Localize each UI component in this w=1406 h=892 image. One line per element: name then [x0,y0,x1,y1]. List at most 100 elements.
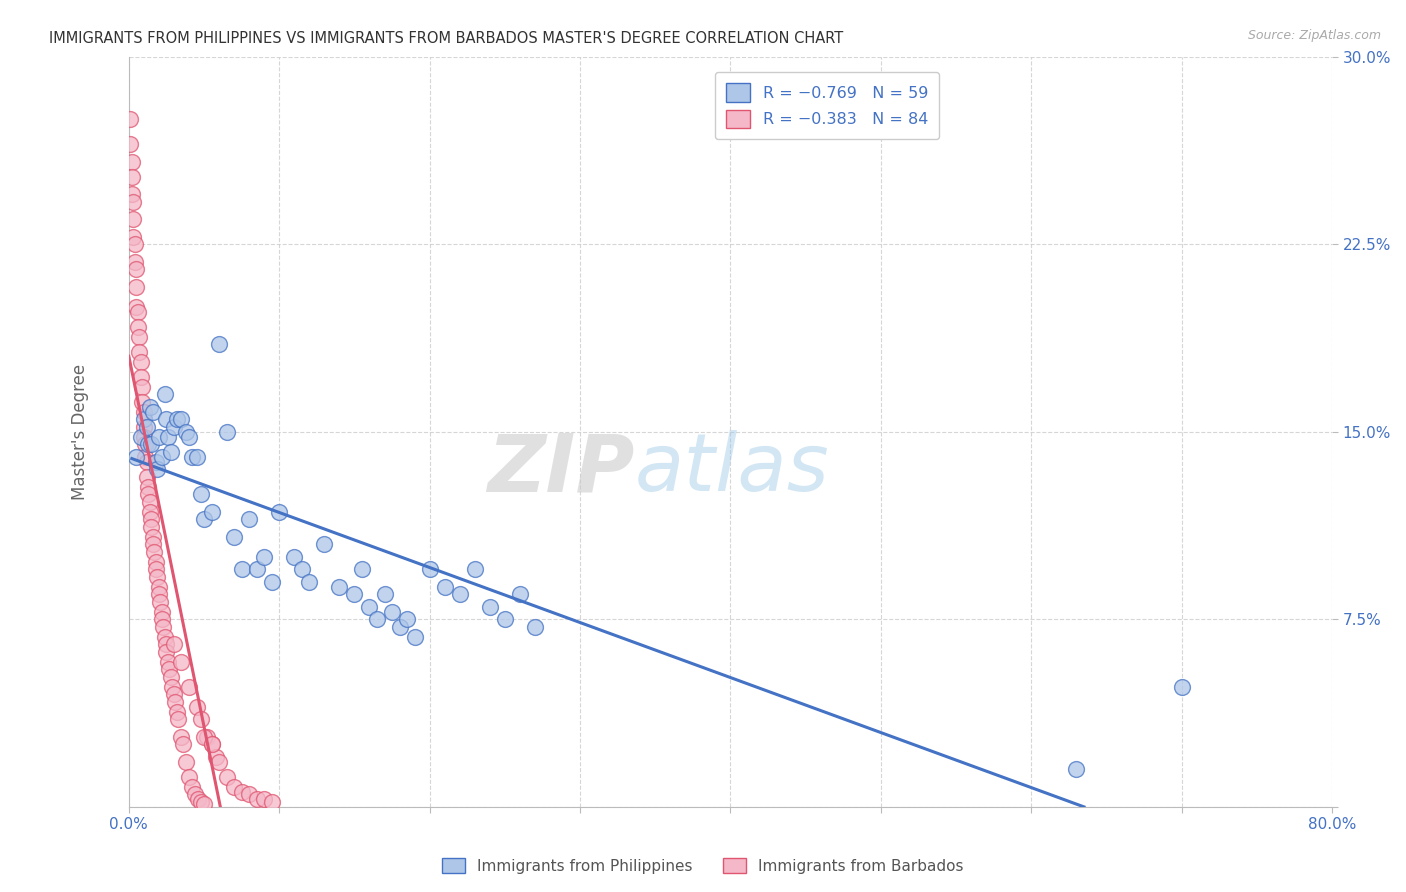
Point [215,770,238,784]
Point [200,738,222,752]
Point [135,470,157,484]
Point [200,738,222,752]
Point [174,755,197,769]
Point [381,605,404,619]
Point [181,780,204,794]
Point [132,430,155,444]
Point [328,580,350,594]
Point [138,487,160,501]
Point [120,112,142,127]
Point [166,412,188,426]
Point [153,630,176,644]
Point [174,425,197,439]
Point [388,620,411,634]
Point [135,455,157,469]
Point [343,587,366,601]
Point [253,792,276,806]
Point [145,562,167,576]
Point [125,262,148,277]
Point [396,612,419,626]
Point [148,580,170,594]
Point [186,450,208,464]
Legend: Immigrants from Philippines, Immigrants from Barbados: Immigrants from Philippines, Immigrants … [436,852,970,880]
Point [125,300,148,314]
Point [1170,680,1192,694]
Point [125,450,148,464]
Text: atlas: atlas [634,430,830,508]
Point [139,505,162,519]
Point [134,450,156,464]
Point [314,537,336,551]
Point [205,750,228,764]
Point [193,512,215,526]
Point [246,562,269,576]
Point [350,562,373,576]
Point [419,562,441,576]
Point [145,555,167,569]
Point [142,405,165,419]
Point [449,587,471,601]
Point [404,630,426,644]
Point [170,730,193,744]
Point [129,430,152,444]
Point [153,387,176,401]
Point [181,450,204,464]
Point [291,562,314,576]
Point [132,405,155,419]
Point [128,344,150,359]
Point [135,420,157,434]
Point [269,505,291,519]
Point [150,450,173,464]
Point [160,445,183,459]
Point [177,770,200,784]
Point [160,670,183,684]
Point [215,425,238,439]
Point [127,319,149,334]
Point [238,788,260,802]
Point [187,792,209,806]
Point [193,730,215,744]
Point [167,713,190,727]
Point [359,599,381,614]
Point [159,662,181,676]
Point [143,545,166,559]
Point [145,455,167,469]
Point [366,612,388,626]
Point [298,574,321,589]
Point [129,355,152,369]
Point [121,187,143,202]
Point [141,512,163,526]
Point [165,695,187,709]
Point [139,400,162,414]
Legend: R = −0.769   N = 59, R = −0.383   N = 84: R = −0.769 N = 59, R = −0.383 N = 84 [714,72,939,139]
Point [190,487,212,501]
Point [134,437,156,451]
Point [170,655,193,669]
Point [186,700,208,714]
Point [523,620,546,634]
Point [146,462,169,476]
Point [177,680,200,694]
Point [156,430,179,444]
Point [125,279,148,293]
Point [122,229,145,244]
Point [127,305,149,319]
Point [1066,763,1088,777]
Point [184,788,207,802]
Point [121,169,143,184]
Point [141,437,163,451]
Point [146,570,169,584]
Point [155,412,177,426]
Point [148,430,170,444]
Point [132,420,155,434]
Point [131,394,153,409]
Point [283,549,305,564]
Point [148,587,170,601]
Point [231,562,253,576]
Point [195,730,218,744]
Point [260,795,283,809]
Point [131,380,153,394]
Point [122,212,145,227]
Point [120,137,142,152]
Point [200,505,222,519]
